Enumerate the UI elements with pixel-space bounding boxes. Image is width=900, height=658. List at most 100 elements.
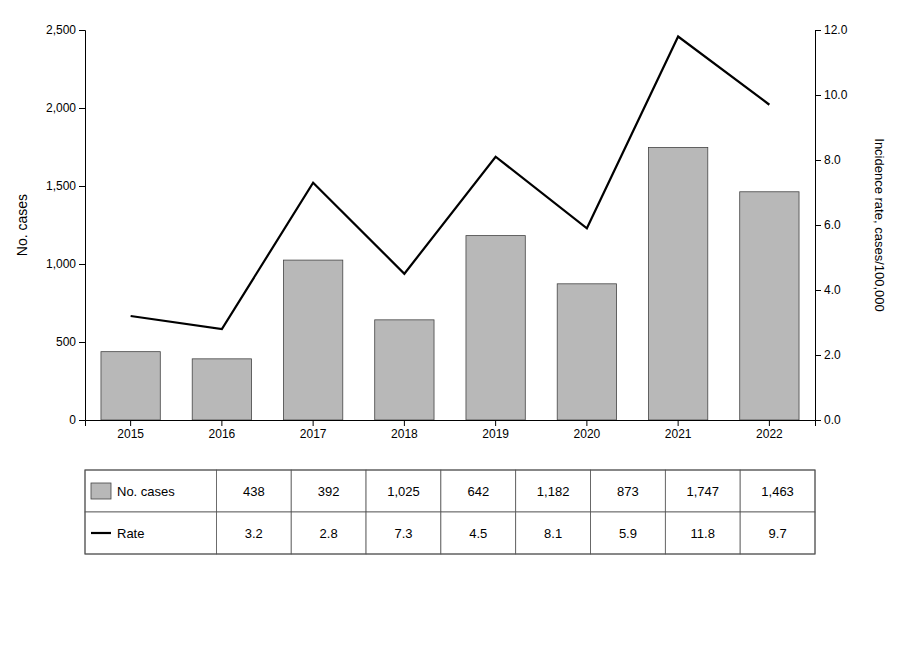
- bar: [648, 147, 707, 420]
- tick-label: 2,000: [46, 101, 76, 115]
- table-cell: [516, 470, 591, 512]
- tick-mark: [815, 225, 821, 226]
- data-label: 438: [243, 484, 265, 499]
- tick: 2015: [117, 420, 144, 441]
- data-label: 8.1: [544, 526, 562, 541]
- line: [131, 37, 770, 330]
- data-label: 11.8: [691, 526, 715, 541]
- tick-mark: [586, 420, 587, 426]
- chart: 0 500 1,000 1,500 2,000 2,500 0.0 2.0 4.0 6.0 8.0 1…: [0, 0, 900, 658]
- tick: 1,000: [46, 257, 85, 271]
- axis-line: [816, 31, 822, 421]
- tick: 2017: [300, 420, 327, 441]
- tick: 2.0: [815, 348, 841, 362]
- table-cell: [591, 512, 666, 554]
- tick-label: 2021: [665, 427, 692, 441]
- tick-mark: [79, 108, 85, 109]
- table-row: Rate3.22.87.34.58.15.911.89.7: [85, 512, 815, 554]
- data-label: 1,025: [387, 484, 420, 499]
- tick-label: 2015: [117, 427, 144, 441]
- data-label: 7.3: [394, 526, 412, 541]
- tick-label: 2020: [574, 427, 601, 441]
- bar: [101, 352, 160, 420]
- data-label: 3.2: [245, 526, 263, 541]
- legend-swatch: [91, 532, 111, 534]
- tick-mark: [815, 30, 821, 31]
- tick-label: 0.0: [824, 413, 841, 427]
- tick: 2021: [665, 420, 692, 441]
- tick-mark: [79, 264, 85, 265]
- tick-label: 1,500: [46, 179, 76, 193]
- table-cell: [441, 470, 516, 512]
- table-cell: [216, 512, 291, 554]
- table-cell: [740, 512, 815, 554]
- tick-label: 2017: [300, 427, 327, 441]
- bar: [466, 236, 525, 420]
- tick-mark: [313, 420, 314, 426]
- table-cell: [665, 512, 740, 554]
- tick-mark: [815, 95, 821, 96]
- tick-label: 2.0: [824, 348, 841, 362]
- data-label: 1,463: [761, 484, 794, 499]
- axis-line: [79, 31, 86, 421]
- tick: 10.0: [815, 88, 848, 102]
- tick-label: 2022: [756, 427, 783, 441]
- bar: [283, 260, 342, 420]
- y2-axis: 0.02.04.06.08.010.012.0: [815, 23, 848, 427]
- tick-label: 2,500: [46, 23, 76, 37]
- bar: [375, 320, 434, 420]
- tick-mark: [130, 420, 131, 426]
- tick-mark: [815, 160, 821, 161]
- table-row: No. cases4383921,0256421,1828731,7471,46…: [85, 470, 815, 512]
- table-cell: [216, 470, 291, 512]
- tick-label: 2018: [391, 427, 418, 441]
- tick-label: 8.0: [824, 153, 841, 167]
- tick: 4.0: [815, 283, 841, 297]
- tick: 1,500: [46, 179, 85, 193]
- y2-axis-title: Incidence rate, cases/100,000: [872, 138, 887, 311]
- tick-label: 4.0: [824, 283, 841, 297]
- tick: 8.0: [815, 153, 841, 167]
- tick-label: 1,000: [46, 257, 76, 271]
- y-axis-title: No. cases: [14, 194, 30, 256]
- tick-mark: [678, 420, 679, 426]
- tick: 2,000: [46, 101, 85, 115]
- tick-mark: [815, 290, 821, 291]
- plot: 0 500 1,000 1,500 2,000 2,500 0.0 2.0 4.0 6.0 8.0 1…: [14, 23, 887, 440]
- tick-mark: [79, 30, 85, 31]
- data-label: 2.8: [320, 526, 338, 541]
- tick: 2018: [391, 420, 418, 441]
- tick: 2022: [756, 420, 783, 441]
- table-cell: [366, 512, 441, 554]
- table-cell: [516, 512, 591, 554]
- data-label: 1,182: [537, 484, 570, 499]
- tick-label: 10.0: [824, 88, 848, 102]
- table-cell: [85, 470, 216, 512]
- bar: [192, 359, 251, 420]
- table-cell: [366, 470, 441, 512]
- tick-mark: [79, 186, 85, 187]
- legend-swatch: [91, 483, 111, 499]
- tick-mark: [769, 420, 770, 426]
- tick-mark: [221, 420, 222, 426]
- legend-label: Rate: [117, 526, 144, 541]
- tick: 0: [69, 413, 85, 427]
- tick: 500: [56, 335, 85, 349]
- tick-label: 6.0: [824, 218, 841, 232]
- tick-label: 500: [56, 335, 76, 349]
- data-label: 873: [617, 484, 639, 499]
- tick-mark: [79, 342, 85, 343]
- y-axis: 0 500 1,000 1,500 2,000 2,500: [46, 23, 86, 427]
- table-cell: [665, 470, 740, 512]
- tick: 6.0: [815, 218, 841, 232]
- bar: [740, 192, 799, 420]
- tick-mark: [815, 355, 821, 356]
- data-label: 4.5: [469, 526, 487, 541]
- data-label: 5.9: [619, 526, 637, 541]
- tick: 2019: [482, 420, 509, 441]
- tick-mark: [404, 420, 405, 426]
- table-cell: [85, 512, 216, 554]
- axis-line: [86, 421, 816, 427]
- bar-series: [101, 147, 799, 420]
- tick-label: 2019: [482, 427, 509, 441]
